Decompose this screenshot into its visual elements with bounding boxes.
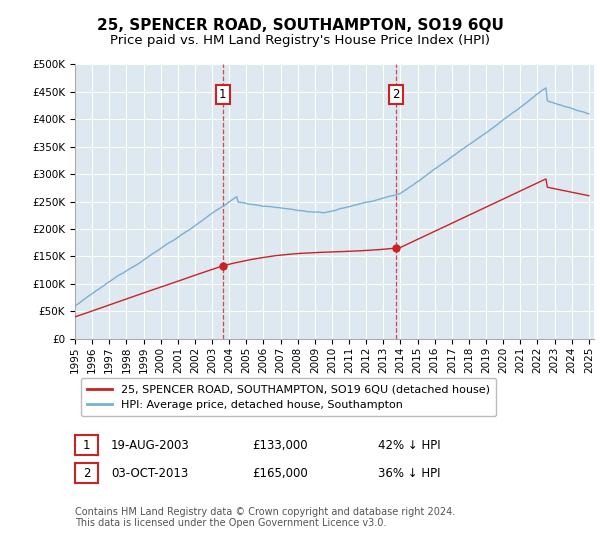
Legend: 25, SPENCER ROAD, SOUTHAMPTON, SO19 6QU (detached house), HPI: Average price, de: 25, SPENCER ROAD, SOUTHAMPTON, SO19 6QU …: [80, 378, 496, 416]
Text: Contains HM Land Registry data © Crown copyright and database right 2024.
This d: Contains HM Land Registry data © Crown c…: [75, 507, 455, 529]
Text: 2: 2: [392, 88, 400, 101]
Text: 25, SPENCER ROAD, SOUTHAMPTON, SO19 6QU: 25, SPENCER ROAD, SOUTHAMPTON, SO19 6QU: [97, 18, 503, 33]
Text: 2: 2: [83, 466, 90, 480]
Text: 19-AUG-2003: 19-AUG-2003: [111, 438, 190, 452]
Text: 36% ↓ HPI: 36% ↓ HPI: [378, 466, 440, 480]
Text: 42% ↓ HPI: 42% ↓ HPI: [378, 438, 440, 452]
Text: 1: 1: [219, 88, 227, 101]
Text: £133,000: £133,000: [252, 438, 308, 452]
Text: £165,000: £165,000: [252, 466, 308, 480]
Text: Price paid vs. HM Land Registry's House Price Index (HPI): Price paid vs. HM Land Registry's House …: [110, 34, 490, 46]
Text: 1: 1: [83, 438, 90, 452]
Text: 03-OCT-2013: 03-OCT-2013: [111, 466, 188, 480]
